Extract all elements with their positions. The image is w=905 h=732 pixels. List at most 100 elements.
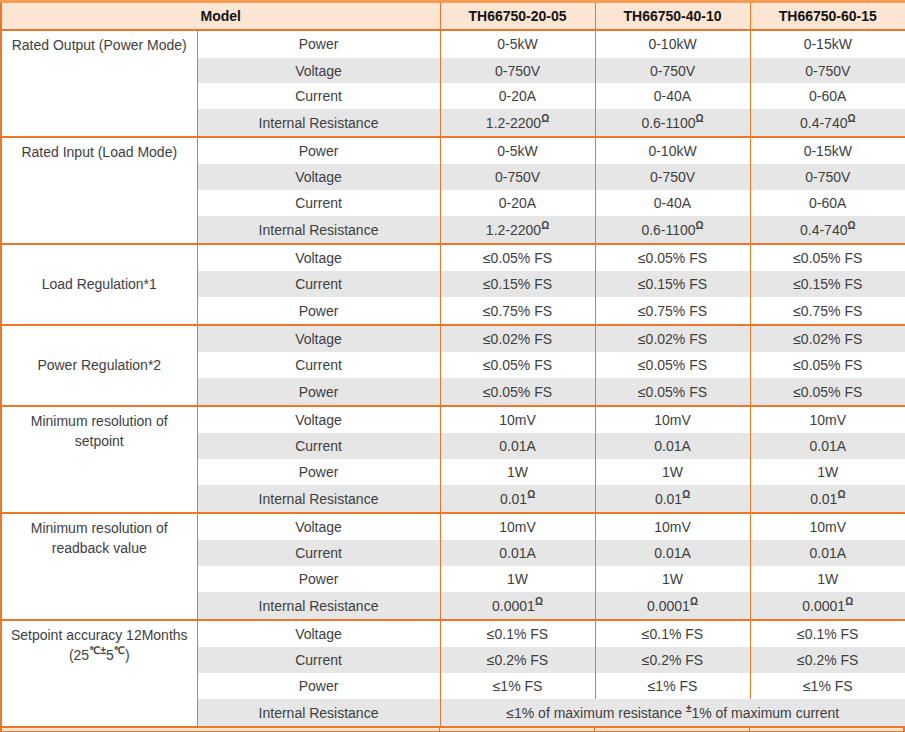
- value-cell: ≤0.15% FS: [595, 271, 750, 297]
- value-cell: ≤0.05% FS: [440, 378, 595, 406]
- table-row: Load Regulation*1Voltage≤0.05% FS≤0.05% …: [1, 244, 905, 272]
- value-cell: ≤0.2% FS: [750, 647, 905, 673]
- value-cell: 0.4-740Ω: [750, 109, 905, 137]
- model-column-header-2: TH66750-40-10: [595, 2, 750, 31]
- parameter-cell: Power: [197, 378, 440, 406]
- parameter-cell: Current: [197, 190, 440, 216]
- parameter-cell: Power: [197, 137, 440, 165]
- value-cell: ≤0.05% FS: [750, 378, 905, 406]
- table-row: Rated Output (Power Mode)Power0-5kW0-10k…: [1, 30, 905, 58]
- value-cell: 0.0001Ω: [750, 592, 905, 620]
- parameter-cell: Internal Resistance: [197, 485, 440, 513]
- parameter-cell: Power: [197, 566, 440, 592]
- value-cell: 0-20A: [440, 190, 595, 216]
- value-cell: ≤0.05% FS: [440, 352, 595, 378]
- value-cell: 1W: [440, 566, 595, 592]
- value-cell: 0.4-740Ω: [750, 216, 905, 244]
- parameter-cell: Voltage: [197, 513, 440, 541]
- value-cell: 0.01A: [440, 433, 595, 459]
- value-cell: 0.01A: [595, 433, 750, 459]
- value-cell: 0-750V: [750, 164, 905, 190]
- value-cell: ≤0.1% FS: [440, 620, 595, 648]
- value-cell: ≤0.1% FS: [595, 620, 750, 648]
- value-cell-span: ≤1% of maximum resistance ±1% of maximum…: [440, 699, 905, 727]
- parameter-cell: Current: [197, 83, 440, 109]
- parameter-cell: Power: [197, 297, 440, 325]
- parameter-cell: Current: [197, 647, 440, 673]
- parameter-cell: Current: [197, 352, 440, 378]
- parameter-cell: Current: [197, 540, 440, 566]
- value-cell: ≤1% FS: [750, 673, 905, 699]
- value-cell: ≤0.05% FS: [750, 352, 905, 378]
- value-cell: ≤0.2% FS: [595, 647, 750, 673]
- value-cell: 0.01A: [440, 540, 595, 566]
- parameter-cell: Voltage: [197, 406, 440, 434]
- group-label-cell: Power Regulation*2: [1, 325, 197, 406]
- value-cell: 10mV: [595, 406, 750, 434]
- parameter-cell: Voltage: [197, 620, 440, 648]
- value-cell: 1W: [595, 566, 750, 592]
- value-cell: ≤0.05% FS: [595, 244, 750, 272]
- parameter-cell: Current: [197, 433, 440, 459]
- value-cell: ≤0.05% FS: [750, 244, 905, 272]
- value-cell: ≤0.75% FS: [595, 297, 750, 325]
- value-cell: 0.01Ω: [440, 485, 595, 513]
- value-cell: 0-20A: [440, 83, 595, 109]
- value-cell: 0-750V: [440, 58, 595, 84]
- value-cell: ≤0.15% FS: [440, 271, 595, 297]
- value-cell: 0-750V: [440, 164, 595, 190]
- spec-table: Model TH66750-20-05 TH66750-40-10 TH6675…: [0, 0, 905, 728]
- value-cell: ≤0.02% FS: [595, 325, 750, 353]
- parameter-cell: Power: [197, 459, 440, 485]
- group-label-cell: Rated Input (Load Mode): [1, 137, 197, 244]
- group-label-cell: Minimum resolution ofreadback value: [1, 513, 197, 620]
- table-row: Minimum resolution ofreadback valueVolta…: [1, 513, 905, 541]
- group-label-cell: Minimum resolution ofsetpoint: [1, 406, 197, 513]
- parameter-cell: Internal Resistance: [197, 216, 440, 244]
- value-cell: 10mV: [440, 406, 595, 434]
- value-cell: 0-750V: [595, 164, 750, 190]
- value-cell: 0.01Ω: [595, 485, 750, 513]
- value-cell: 0-40A: [595, 83, 750, 109]
- column-divider: [594, 728, 595, 731]
- value-cell: 0-10kW: [595, 137, 750, 165]
- value-cell: 1.2-2200Ω: [440, 216, 595, 244]
- parameter-cell: Voltage: [197, 325, 440, 353]
- column-divider: [749, 728, 750, 731]
- value-cell: 0.0001Ω: [440, 592, 595, 620]
- value-cell: ≤0.1% FS: [750, 620, 905, 648]
- value-cell: 1W: [750, 459, 905, 485]
- model-column-header-3: TH66750-60-15: [750, 2, 905, 31]
- group-label-cell: Setpoint accuracy 12Months(25℃±5℃): [1, 620, 197, 727]
- value-cell: ≤0.05% FS: [595, 378, 750, 406]
- table-row: Power Regulation*2Voltage≤0.02% FS≤0.02%…: [1, 325, 905, 353]
- parameter-cell: Voltage: [197, 58, 440, 84]
- spec-sheet: Model TH66750-20-05 TH66750-40-10 TH6675…: [0, 0, 905, 732]
- value-cell: 0-5kW: [440, 30, 595, 58]
- value-cell: 0-15kW: [750, 30, 905, 58]
- value-cell: ≤0.02% FS: [440, 325, 595, 353]
- value-cell: ≤1% FS: [595, 673, 750, 699]
- value-cell: 0-15kW: [750, 137, 905, 165]
- value-cell: 10mV: [595, 513, 750, 541]
- value-cell: 0-60A: [750, 83, 905, 109]
- value-cell: 0-60A: [750, 190, 905, 216]
- header-row: Model TH66750-20-05 TH66750-40-10 TH6675…: [1, 2, 905, 31]
- value-cell: 1W: [440, 459, 595, 485]
- value-cell: 0.01Ω: [750, 485, 905, 513]
- value-cell: 10mV: [440, 513, 595, 541]
- next-row-partial: [0, 728, 905, 732]
- value-cell: 10mV: [750, 406, 905, 434]
- parameter-cell: Internal Resistance: [197, 592, 440, 620]
- model-header-cell: Model: [1, 2, 440, 31]
- value-cell: 0-750V: [595, 58, 750, 84]
- value-cell: 0.01A: [750, 433, 905, 459]
- value-cell: 0.01A: [750, 540, 905, 566]
- value-cell: 0-750V: [750, 58, 905, 84]
- value-cell: ≤0.75% FS: [750, 297, 905, 325]
- value-cell: ≤0.05% FS: [595, 352, 750, 378]
- value-cell: 0.6-1100Ω: [595, 109, 750, 137]
- value-cell: ≤0.02% FS: [750, 325, 905, 353]
- value-cell: 0-5kW: [440, 137, 595, 165]
- value-cell: 0.01A: [595, 540, 750, 566]
